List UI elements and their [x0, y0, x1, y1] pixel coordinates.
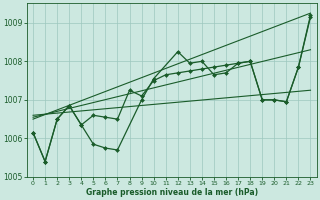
X-axis label: Graphe pression niveau de la mer (hPa): Graphe pression niveau de la mer (hPa)	[86, 188, 258, 197]
